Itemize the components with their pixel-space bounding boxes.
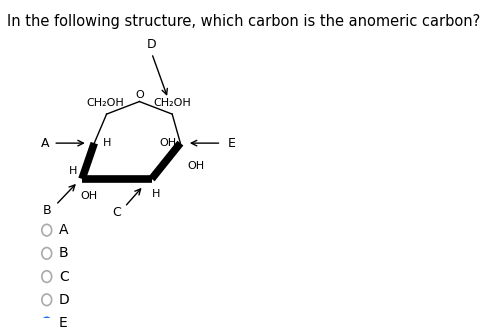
Text: OH: OH [159, 138, 176, 148]
Circle shape [45, 321, 49, 325]
Text: B: B [59, 246, 69, 260]
Text: O: O [135, 89, 143, 100]
Text: H: H [151, 189, 160, 199]
Text: H: H [69, 166, 77, 176]
Text: D: D [59, 293, 70, 307]
Text: C: C [59, 269, 69, 284]
Text: E: E [227, 137, 235, 150]
Text: B: B [43, 204, 52, 217]
Text: A: A [59, 223, 69, 237]
Text: OH: OH [186, 161, 204, 170]
Text: CH₂OH: CH₂OH [153, 98, 191, 108]
Text: OH: OH [80, 190, 97, 200]
Text: H: H [102, 138, 111, 148]
Text: In the following structure, which carbon is the anomeric carbon?: In the following structure, which carbon… [7, 13, 479, 29]
Text: C: C [112, 206, 121, 219]
Text: A: A [41, 137, 49, 150]
Text: E: E [59, 316, 68, 329]
Text: D: D [147, 38, 156, 51]
Text: CH₂OH: CH₂OH [86, 98, 124, 108]
Circle shape [42, 317, 52, 329]
